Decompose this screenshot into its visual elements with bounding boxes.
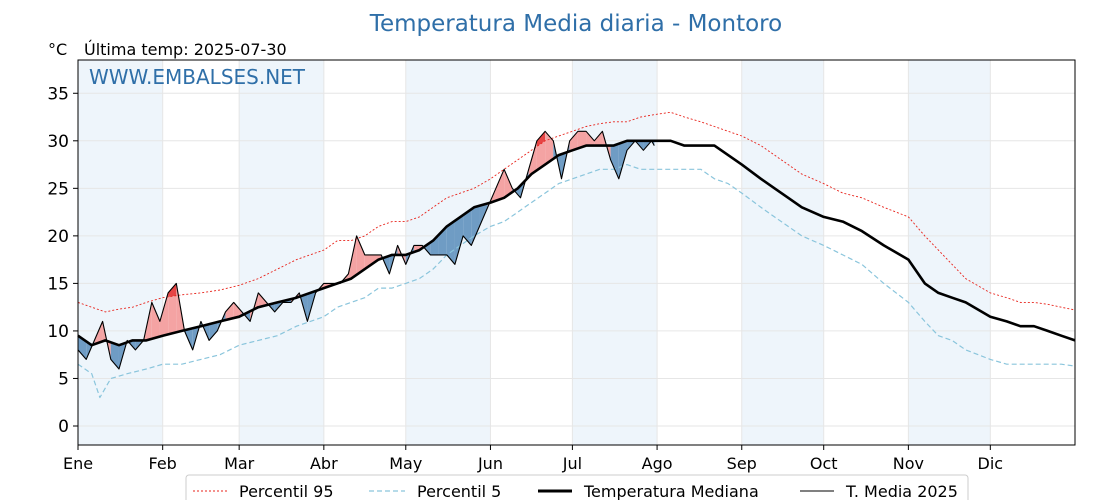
x-tick-label-3: Abr (310, 454, 338, 473)
fill-above-segment (364, 254, 374, 270)
series-p95-line (77, 111, 1076, 313)
fill-above-segment (159, 292, 169, 337)
y-tick-label-6: 30 (47, 132, 69, 152)
x-tick-label-7: Ago (642, 454, 673, 473)
fill-below-segment (389, 245, 398, 274)
fill-below-segment (618, 140, 628, 179)
month-band-2 (239, 60, 324, 445)
series-p5-line (77, 164, 1076, 399)
y-axis: 0 5 10 15 20 25 30 35 (47, 84, 78, 437)
fill-below-segment (110, 342, 119, 369)
fill-below-segment (78, 335, 87, 360)
x-tick-label-8: Sep (727, 454, 757, 473)
last-temp-label: Última temp: 2025-07-30 (84, 40, 287, 59)
chart-title: Temperatura Media diaria - Montoro (369, 11, 782, 37)
series-2025-line (77, 130, 655, 370)
fill-above-segment (569, 131, 578, 152)
x-axis: Ene Feb Mar Abr May Jun Jul Ago Sep Oct Nov Dic (63, 445, 1003, 473)
y-tick-label-1: 5 (58, 369, 69, 389)
month-band-8 (741, 60, 824, 445)
x-tick-label-1: Feb (149, 454, 177, 473)
legend: Percentil 95 Percentil 5 Temperatura Med… (185, 474, 969, 500)
anomaly-fills (78, 131, 655, 369)
y-tick-label-3: 15 (47, 274, 69, 294)
legend-label-2025: T. Media 2025 (845, 482, 958, 500)
x-tick-label-6: Jul (562, 454, 582, 473)
fill-below-segment (561, 140, 570, 179)
fill-below-segment (454, 214, 464, 265)
watermark: WWW.EMBALSES.NET (89, 65, 306, 89)
fill-below-segment (430, 234, 439, 255)
fill-above-segment (258, 292, 267, 308)
fill-below-segment (446, 220, 455, 265)
legend-label-median: Temperatura Mediana (583, 482, 759, 500)
fill-below-segment (471, 205, 480, 246)
fill-above-segment (151, 302, 160, 339)
y-tick-label-7: 35 (47, 84, 69, 104)
y-tick-label-4: 20 (47, 227, 69, 247)
fill-below-segment (209, 322, 218, 341)
legend-label-p95: Percentil 95 (239, 482, 334, 500)
fill-above-segment (545, 131, 554, 165)
fill-above-segment (504, 169, 513, 198)
fill-above-segment (495, 169, 505, 201)
x-tick-label-10: Nov (893, 454, 924, 473)
month-bands (78, 60, 991, 445)
fill-above-segment (594, 131, 603, 146)
x-tick-label-9: Oct (810, 454, 838, 473)
y-tick-label-5: 25 (47, 179, 69, 199)
grid-lines (78, 60, 1075, 445)
legend-box (185, 474, 969, 500)
x-tick-label-5: Jun (477, 454, 503, 473)
unit-label: °C (48, 40, 67, 59)
series-median-line (77, 139, 1076, 347)
fill-below-segment (610, 143, 619, 179)
fill-above-segment (225, 302, 234, 321)
fill-extreme-segment (536, 131, 546, 147)
fill-above-segment (356, 235, 365, 275)
month-band-6 (572, 60, 658, 445)
x-tick-label-2: Mar (224, 454, 255, 473)
x-tick-label-4: May (389, 454, 422, 473)
month-band-10 (908, 60, 991, 445)
month-band-0 (78, 60, 163, 445)
fill-above-segment (233, 302, 242, 319)
x-tick-label-11: Dic (978, 454, 1004, 473)
fill-above-segment (586, 131, 595, 146)
fill-above-segment (577, 131, 587, 149)
y-tick-label-0: 0 (58, 417, 69, 437)
fill-below-segment (553, 140, 562, 179)
y-tick-label-2: 10 (47, 322, 69, 342)
fill-below-segment (463, 209, 472, 246)
fill-extreme-segment (168, 283, 177, 297)
legend-label-p5: Percentil 5 (417, 482, 501, 500)
x-tick-label-0: Ene (63, 454, 93, 473)
series-lines (77, 111, 1076, 399)
plot-frame (77, 59, 1076, 446)
